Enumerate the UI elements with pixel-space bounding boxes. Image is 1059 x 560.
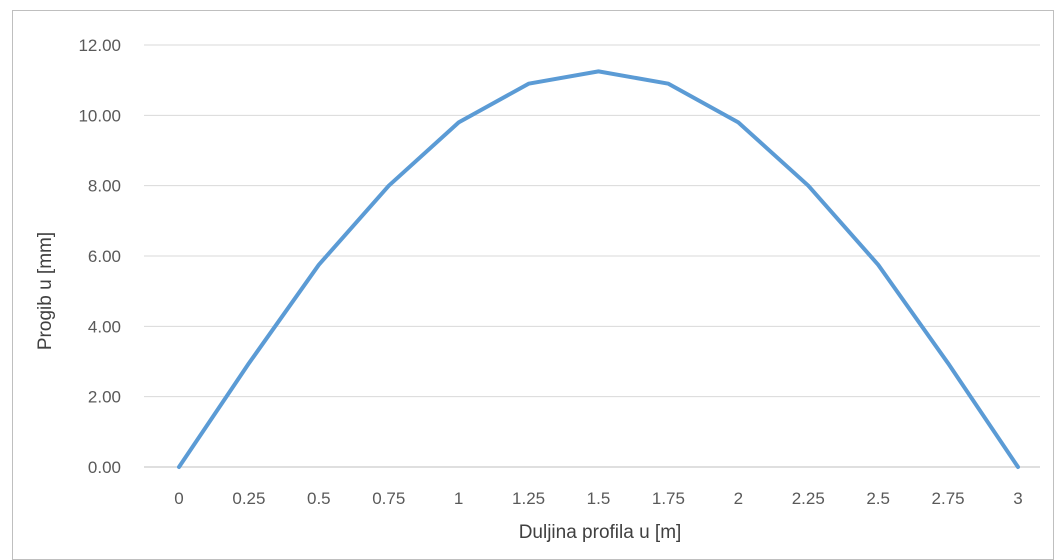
x-tick-label: 2.75	[932, 489, 965, 508]
y-tick-label: 4.00	[88, 317, 121, 336]
x-tick-label: 2.5	[866, 489, 890, 508]
x-axis-title: Duljina profila u [m]	[519, 522, 682, 543]
x-tick-label: 1.75	[652, 489, 685, 508]
y-tick-label: 6.00	[88, 247, 121, 266]
x-tick-label: 0.25	[232, 489, 265, 508]
y-tick-label: 2.00	[88, 388, 121, 407]
x-tick-label: 2.25	[792, 489, 825, 508]
y-tick-label: 10.00	[78, 106, 121, 125]
series	[177, 69, 1020, 469]
y-axis-title: Progib u [mm]	[35, 232, 56, 350]
series-line-0	[177, 69, 1020, 469]
y-axis-tick-labels: 0.00 2.00 4.00 6.00 8.00 10.00 12.00	[78, 36, 121, 477]
x-tick-label: 0	[174, 489, 183, 508]
y-tick-label: 12.00	[78, 36, 121, 55]
x-tick-label: 1.5	[587, 489, 611, 508]
x-tick-label: 1	[454, 489, 463, 508]
x-tick-label: 3	[1013, 489, 1022, 508]
chart-area	[12, 10, 1054, 560]
x-tick-label: 0.75	[372, 489, 405, 508]
x-tick-label: 1.25	[512, 489, 545, 508]
x-axis-tick-labels: 0 0.25 0.5 0.75 1 1.25 1.5 1.75 2 2.25 2.5 2.75 3	[174, 489, 1022, 508]
y-tick-label: 0.00	[88, 458, 121, 477]
x-tick-label: 2	[734, 489, 743, 508]
y-tick-label: 8.00	[88, 177, 121, 196]
x-tick-label: 0.5	[307, 489, 331, 508]
gridlines	[144, 44, 1040, 398]
